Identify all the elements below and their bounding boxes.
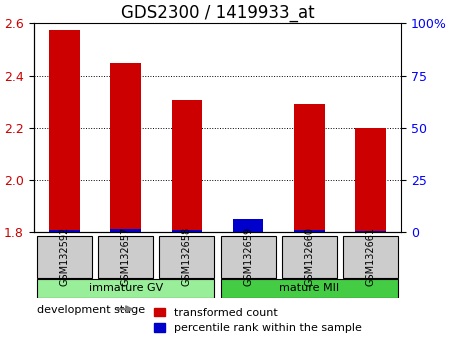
FancyBboxPatch shape bbox=[221, 279, 398, 298]
Title: GDS2300 / 1419933_at: GDS2300 / 1419933_at bbox=[121, 4, 314, 22]
Text: development stage: development stage bbox=[37, 306, 146, 315]
Text: immature GV: immature GV bbox=[88, 284, 163, 293]
FancyBboxPatch shape bbox=[37, 236, 92, 278]
Bar bbox=[355, 231, 386, 232]
Bar bbox=[49, 30, 80, 232]
Text: GSM132659: GSM132659 bbox=[243, 227, 253, 286]
Bar bbox=[294, 230, 325, 232]
Text: GSM132661: GSM132661 bbox=[366, 227, 376, 286]
Bar bbox=[233, 224, 263, 232]
FancyBboxPatch shape bbox=[282, 236, 337, 278]
Text: GSM132660: GSM132660 bbox=[304, 227, 314, 286]
FancyBboxPatch shape bbox=[159, 236, 214, 278]
Bar bbox=[294, 104, 325, 232]
Text: mature MII: mature MII bbox=[279, 284, 340, 293]
Text: GSM132658: GSM132658 bbox=[182, 227, 192, 286]
Legend: transformed count, percentile rank within the sample: transformed count, percentile rank withi… bbox=[150, 303, 366, 338]
Text: GSM132592: GSM132592 bbox=[60, 227, 69, 286]
Bar bbox=[49, 230, 80, 232]
FancyBboxPatch shape bbox=[37, 279, 214, 298]
FancyBboxPatch shape bbox=[221, 236, 276, 278]
FancyBboxPatch shape bbox=[98, 236, 153, 278]
Bar bbox=[355, 128, 386, 232]
FancyBboxPatch shape bbox=[343, 236, 398, 278]
Bar bbox=[110, 63, 141, 232]
Bar bbox=[171, 101, 202, 232]
Bar bbox=[171, 230, 202, 232]
Bar bbox=[110, 229, 141, 232]
Text: GSM132657: GSM132657 bbox=[120, 227, 131, 286]
Bar bbox=[233, 219, 263, 232]
